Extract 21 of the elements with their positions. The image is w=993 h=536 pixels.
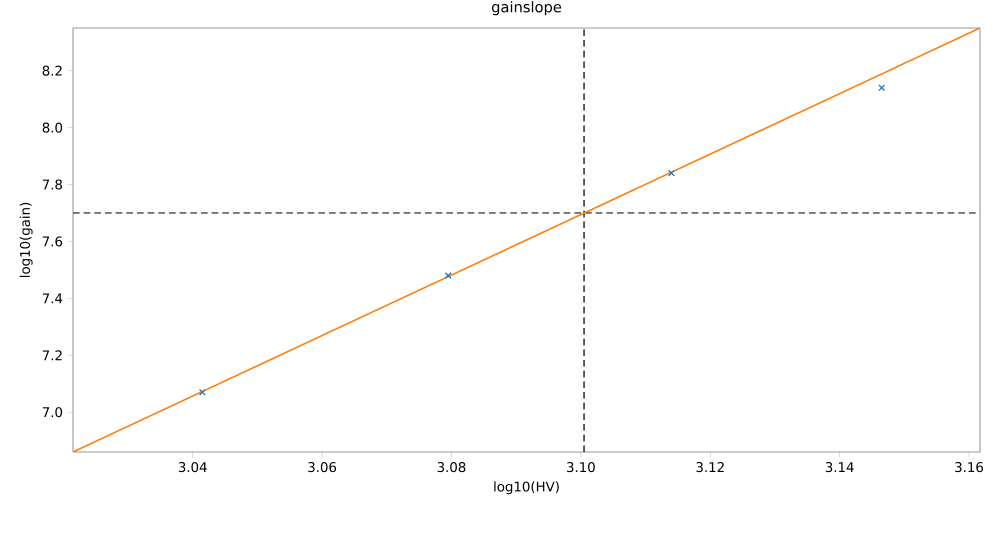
x-tick-label: 3.10 xyxy=(567,462,595,472)
y-tick-label: 7.4 xyxy=(42,293,62,304)
x-tick-label: 3.08 xyxy=(438,462,466,472)
x-tick-label: 3.06 xyxy=(308,462,336,472)
x-tick-label: 3.16 xyxy=(955,462,984,472)
x-tick-label: 3.12 xyxy=(696,462,724,472)
point xyxy=(444,272,452,280)
y-tick-label: 7.0 xyxy=(42,407,62,418)
y-axis-title: log10(gain) xyxy=(20,202,33,277)
y-tick-label: 7.8 xyxy=(42,179,62,190)
point xyxy=(198,388,206,396)
point xyxy=(878,84,886,92)
x-tick-label: 3.14 xyxy=(826,462,854,472)
chart-title: gainslope xyxy=(492,1,562,16)
y-tick-label: 7.2 xyxy=(42,350,62,360)
x-axis-title: log10(HV) xyxy=(494,481,559,494)
x-tick-label: 3.04 xyxy=(178,462,207,472)
y-tick-label: 8.2 xyxy=(42,66,62,76)
y-tick-label: 8.0 xyxy=(42,122,62,133)
point xyxy=(668,170,675,177)
y-tick-label: 7.6 xyxy=(42,236,62,246)
